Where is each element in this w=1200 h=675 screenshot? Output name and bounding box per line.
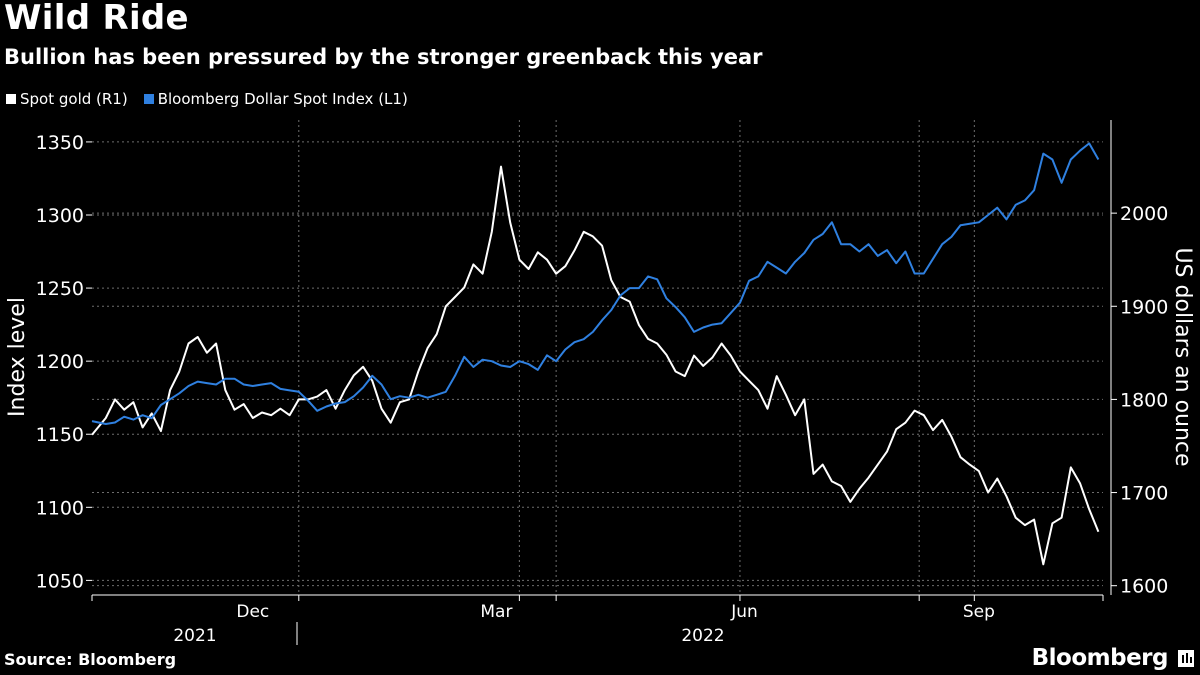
spot-gold-line	[91, 165, 1100, 566]
axes	[86, 120, 1117, 645]
y-left-tick-label: 1300	[36, 205, 84, 227]
year-label-2021: 2021	[173, 626, 216, 646]
y-right-tick-label: 2000	[1120, 203, 1168, 225]
x-tick-label: Mar	[480, 602, 512, 622]
y-left-tick-label: 1150	[36, 424, 84, 446]
chart-subtitle: Bullion has been pressured by the strong…	[4, 45, 763, 69]
year-label-2022: 2022	[681, 626, 724, 646]
legend-item-dollar: Bloomberg Dollar Spot Index (L1)	[143, 90, 408, 108]
y-right-tick-label: 1800	[1120, 389, 1168, 411]
legend-label-gold: Spot gold (R1)	[20, 90, 128, 108]
y-right-axis-label: US dollars an ounce	[1170, 247, 1195, 466]
series-lines	[91, 142, 1100, 566]
source-note: Source: Bloomberg	[4, 650, 177, 669]
y-left-tick-label: 1050	[36, 570, 84, 592]
brand-logo: Bloomberg	[1031, 645, 1169, 671]
chart-title: Wild Ride	[4, 0, 189, 38]
x-tick-label: Jun	[730, 602, 758, 622]
x-tick-label: Dec	[236, 602, 269, 622]
y-left-tick-label: 1200	[36, 351, 84, 373]
dollar-swatch-icon	[143, 94, 154, 104]
legend-item-gold: Spot gold (R1)	[6, 90, 128, 108]
y-left-tick-label: 1250	[36, 278, 84, 300]
terminal-icon	[1178, 650, 1194, 667]
y-right-tick-label: 1600	[1120, 576, 1168, 598]
tick-labels: 1050 1100 1150 1200 1250 1300 1350 1600 1700 1800…	[36, 132, 1169, 622]
y-left-tick-label: 1100	[36, 497, 84, 519]
legend: Spot gold (R1) Bloomberg Dollar Spot Ind…	[6, 90, 408, 108]
grid-lines	[92, 120, 1103, 595]
legend-label-dollar: Bloomberg Dollar Spot Index (L1)	[157, 90, 408, 108]
y-right-tick-label: 1700	[1120, 483, 1168, 505]
dollar-index-line	[91, 142, 1100, 425]
y-right-tick-label: 1900	[1120, 296, 1168, 318]
x-tick-label: Sep	[963, 602, 995, 622]
gold-swatch-icon	[6, 94, 16, 104]
y-left-axis-label: Index level	[5, 297, 30, 417]
y-left-tick-label: 1350	[36, 132, 84, 154]
